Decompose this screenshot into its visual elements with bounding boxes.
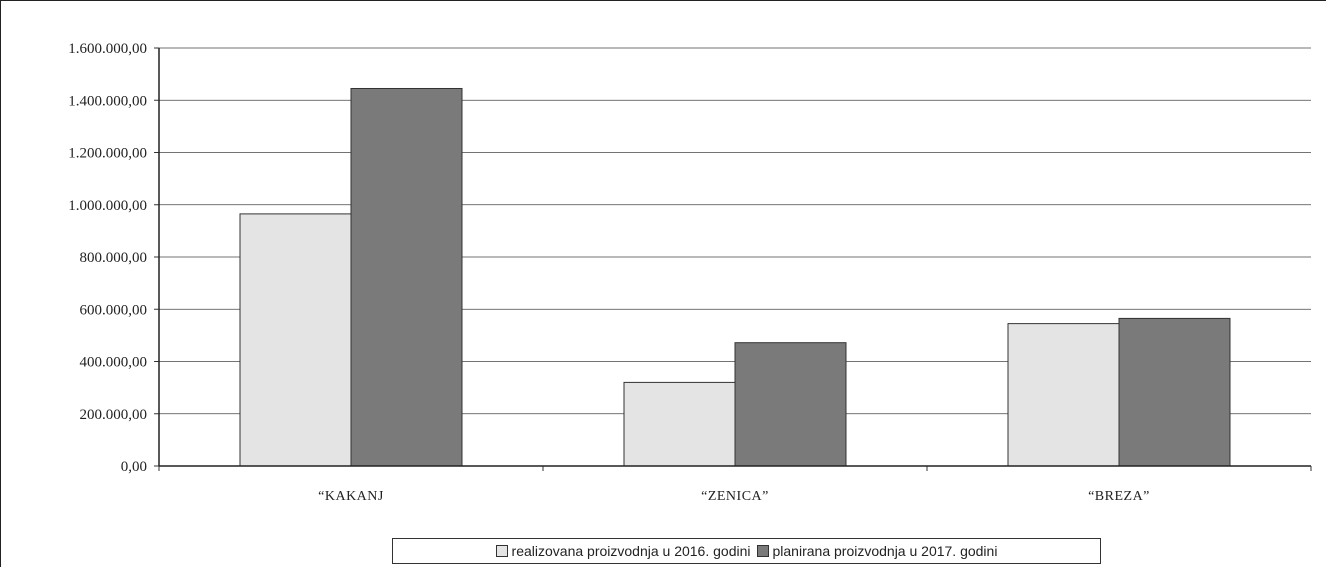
y-tick-label: 1.400.000,00: [68, 93, 147, 109]
x-category-label: “BREZA”: [1088, 489, 1150, 504]
bar-2017: [350, 87, 463, 467]
bar-2017: [734, 342, 847, 467]
x-axis-categories: “KAKANJ “ZENICA” “BREZA”: [158, 466, 1312, 504]
bars: [239, 87, 1231, 467]
y-tick-label: 1.000.000,00: [68, 198, 147, 214]
bar-2017: [1118, 317, 1231, 467]
bar-chart: 0,00 200.000,00 400.000,00 600.000,00 800.00…: [68, 41, 1312, 504]
legend-item-2017: planirana proizvodnja u 2017. godini: [756, 543, 998, 559]
bar-2016: [623, 381, 736, 467]
legend-label-2017: planirana proizvodnja u 2017. godini: [772, 543, 998, 559]
x-category-label: “KAKANJ: [318, 489, 384, 504]
legend-item-2016: realizovana proizvodnja u 2016. godini: [495, 543, 751, 559]
y-tick-label: 400.000,00: [80, 355, 148, 371]
y-axis-ticks: 0,00 200.000,00 400.000,00 600.000,00 800.00…: [68, 41, 159, 475]
y-tick-label: 600.000,00: [80, 302, 148, 318]
legend-label-2016: realizovana proizvodnja u 2016. godini: [511, 543, 751, 559]
y-tick-label: 200.000,00: [80, 407, 148, 423]
x-category-label: “ZENICA”: [701, 489, 769, 504]
y-tick-label: 1.200.000,00: [68, 146, 147, 162]
legend-swatch-2017: [756, 545, 769, 557]
y-tick-label: 800.000,00: [80, 250, 148, 266]
y-tick-label: 1.600.000,00: [68, 41, 147, 57]
legend: realizovana proizvodnja u 2016. godini p…: [392, 538, 1101, 564]
bar-2016: [1007, 323, 1120, 467]
bar-2016: [239, 213, 352, 467]
y-tick-label: 0,00: [121, 459, 147, 475]
legend-swatch-2016: [495, 545, 508, 557]
